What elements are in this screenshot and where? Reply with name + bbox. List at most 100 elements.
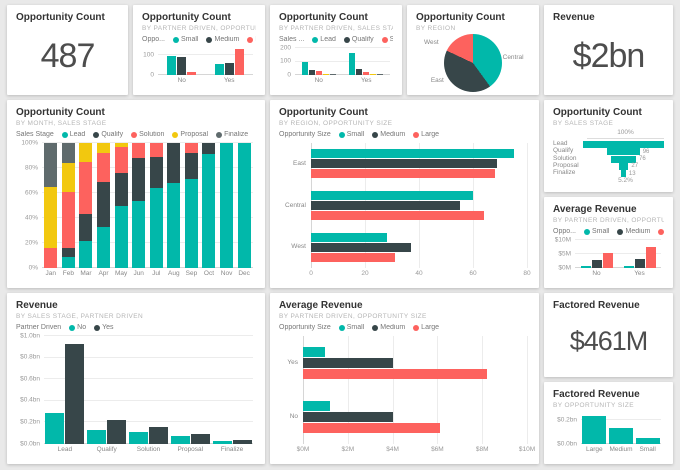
tile-opportunity-count-kpi[interactable]: Opportunity Count 487	[7, 5, 128, 95]
tile-count-by-region-pie[interactable]: Opportunity Count BY REGION Central East W…	[407, 5, 539, 95]
bar-segment-solution[interactable]	[97, 153, 111, 182]
bar-segment-solution[interactable]	[44, 248, 58, 268]
bar-segment-solution[interactable]	[184, 143, 198, 153]
bar-segment-qualify[interactable]	[79, 214, 93, 241]
bar-yes[interactable]	[107, 420, 127, 444]
bar-segment-finalize[interactable]	[44, 143, 58, 187]
bar-segment-lead[interactable]	[114, 205, 128, 268]
bar-large[interactable]	[311, 169, 495, 179]
legend-item-large[interactable]: Large	[413, 324, 439, 331]
bar-small[interactable]	[303, 401, 330, 411]
bar-no[interactable]	[45, 412, 65, 444]
bar-qualify[interactable]	[356, 69, 363, 75]
bar-proposal[interactable]	[370, 73, 377, 75]
tile-revenue-kpi[interactable]: Revenue $2bn	[544, 5, 673, 95]
bar-segment-lead[interactable]	[132, 200, 146, 268]
bar-finalize[interactable]	[377, 74, 384, 75]
legend-item-medium[interactable]: Medium	[372, 131, 405, 138]
stacked-column-jul[interactable]	[149, 143, 163, 268]
bar-segment-qualify[interactable]	[167, 143, 181, 183]
tile-count-by-region-size[interactable]: Opportunity Count BY REGION, OPPORTUNITY…	[270, 100, 539, 288]
bar-small[interactable]	[311, 232, 387, 242]
bar-solution[interactable]	[363, 71, 370, 75]
legend-item-medium[interactable]: Medium	[372, 324, 405, 331]
legend-item-solution[interactable]: Solution	[381, 36, 393, 43]
stacked-column-aug[interactable]	[167, 143, 181, 268]
legend-item-medium[interactable]: Medium	[206, 36, 239, 43]
bar-medium[interactable]	[303, 358, 393, 368]
bar-segment-lead[interactable]	[149, 188, 163, 268]
legend-item-qualify[interactable]: Qualify	[343, 36, 374, 43]
bar-segment-solution[interactable]	[79, 161, 93, 215]
tile-factored-revenue-kpi[interactable]: Factored Revenue $461M	[544, 293, 673, 377]
stacked-column-apr[interactable]	[97, 143, 111, 268]
bar-segment-qualify[interactable]	[202, 143, 216, 155]
legend-item-small[interactable]: Small	[338, 131, 364, 138]
bar-segment-proposal[interactable]	[44, 186, 58, 248]
bar-segment-lead[interactable]	[167, 183, 181, 268]
column-chart[interactable]: 200 100 0 No Yes	[279, 44, 393, 88]
bar-segment-qualify[interactable]	[114, 173, 128, 206]
bar-chart[interactable]: 0 20 40 60 80 East Central West	[279, 140, 531, 281]
bar-qualify[interactable]	[308, 69, 315, 75]
legend-item-lead[interactable]: Lead	[61, 131, 85, 138]
bar-proposal[interactable]	[322, 73, 329, 75]
legend-item-solution[interactable]: Solution	[131, 131, 164, 138]
stacked-column-jan[interactable]	[44, 143, 58, 268]
legend-item-proposal[interactable]: Proposal	[172, 131, 208, 138]
tile-count-by-partner-driven-stage[interactable]: Opportunity Count BY PARTNER DRIVEN, SAL…	[270, 5, 402, 95]
tile-revenue-by-stage-partner[interactable]: Revenue BY SALES STAGE, PARTNER DRIVEN P…	[7, 293, 265, 464]
column-chart[interactable]: $0.2bn $0.0bn Large Medium Small	[553, 411, 664, 457]
bar-segment-qualify[interactable]	[184, 153, 198, 180]
bar-segment-finalize[interactable]	[61, 143, 75, 163]
bar-large[interactable]	[645, 247, 656, 268]
bar-large[interactable]	[303, 369, 487, 379]
legend-item-large[interactable]: Large	[658, 228, 664, 235]
bar-large[interactable]	[602, 252, 613, 268]
stacked-column-sep[interactable]	[184, 143, 198, 268]
bar-medium[interactable]	[311, 159, 498, 169]
bar-no[interactable]	[87, 429, 107, 444]
stacked-column-may[interactable]	[114, 143, 128, 268]
bar-segment-solution[interactable]	[132, 143, 146, 158]
legend-item-medium[interactable]: Medium	[617, 228, 650, 235]
bar-segment-proposal[interactable]	[61, 163, 75, 192]
bar-segment-proposal[interactable]	[97, 143, 111, 153]
funnel-bar[interactable]	[618, 162, 629, 170]
bar-medium[interactable]	[311, 242, 411, 252]
bar-small[interactable]	[623, 265, 634, 268]
legend-item-small[interactable]: Small	[172, 36, 198, 43]
bar-medium[interactable]	[311, 201, 460, 210]
pie-chart-circle[interactable]	[444, 34, 502, 92]
stacked-column-dec[interactable]	[237, 143, 251, 268]
bar-lead[interactable]	[301, 62, 308, 75]
legend-item-large[interactable]: Large	[247, 36, 256, 43]
bar-segment-lead[interactable]	[184, 179, 198, 268]
stacked-column-mar[interactable]	[79, 143, 93, 268]
stacked-column-feb[interactable]	[61, 143, 75, 268]
bar-segment-proposal[interactable]	[79, 143, 93, 162]
bar-no[interactable]	[212, 440, 232, 444]
tile-avg-revenue-by-partner-size[interactable]: Average Revenue BY PARTNER DRIVEN, OPPOR…	[544, 197, 673, 288]
tile-avg-revenue-by-partner-size-bar[interactable]: Average Revenue BY PARTNER DRIVEN, OPPOR…	[270, 293, 539, 464]
bar-solution[interactable]	[315, 71, 322, 75]
bar-large[interactable]	[234, 49, 244, 75]
bar-segment-lead[interactable]	[97, 226, 111, 268]
bar-no[interactable]	[170, 436, 190, 444]
bar-small[interactable]	[167, 56, 177, 75]
tile-factored-revenue-by-size[interactable]: Factored Revenue BY OPPORTUNITY SIZE $0.…	[544, 382, 673, 464]
bar-factored-revenue[interactable]	[582, 416, 607, 444]
legend-item-large[interactable]: Large	[413, 131, 439, 138]
bar-medium[interactable]	[591, 259, 602, 268]
bar-yes[interactable]	[65, 343, 85, 444]
bar-medium[interactable]	[224, 63, 234, 75]
bar-small[interactable]	[311, 191, 473, 200]
bar-segment-solution[interactable]	[114, 146, 128, 173]
funnel-chart[interactable]: 100% Lead Qualify 96 Solution 76 Proposal 27 Fin…	[553, 129, 664, 185]
bar-segment-lead[interactable]	[202, 154, 216, 268]
bar-segment-qualify[interactable]	[61, 248, 75, 257]
bar-lead[interactable]	[349, 52, 356, 75]
legend-item-small[interactable]: Small	[338, 324, 364, 331]
pie-chart[interactable]: Central East West	[416, 34, 530, 92]
bar-large[interactable]	[187, 72, 197, 75]
